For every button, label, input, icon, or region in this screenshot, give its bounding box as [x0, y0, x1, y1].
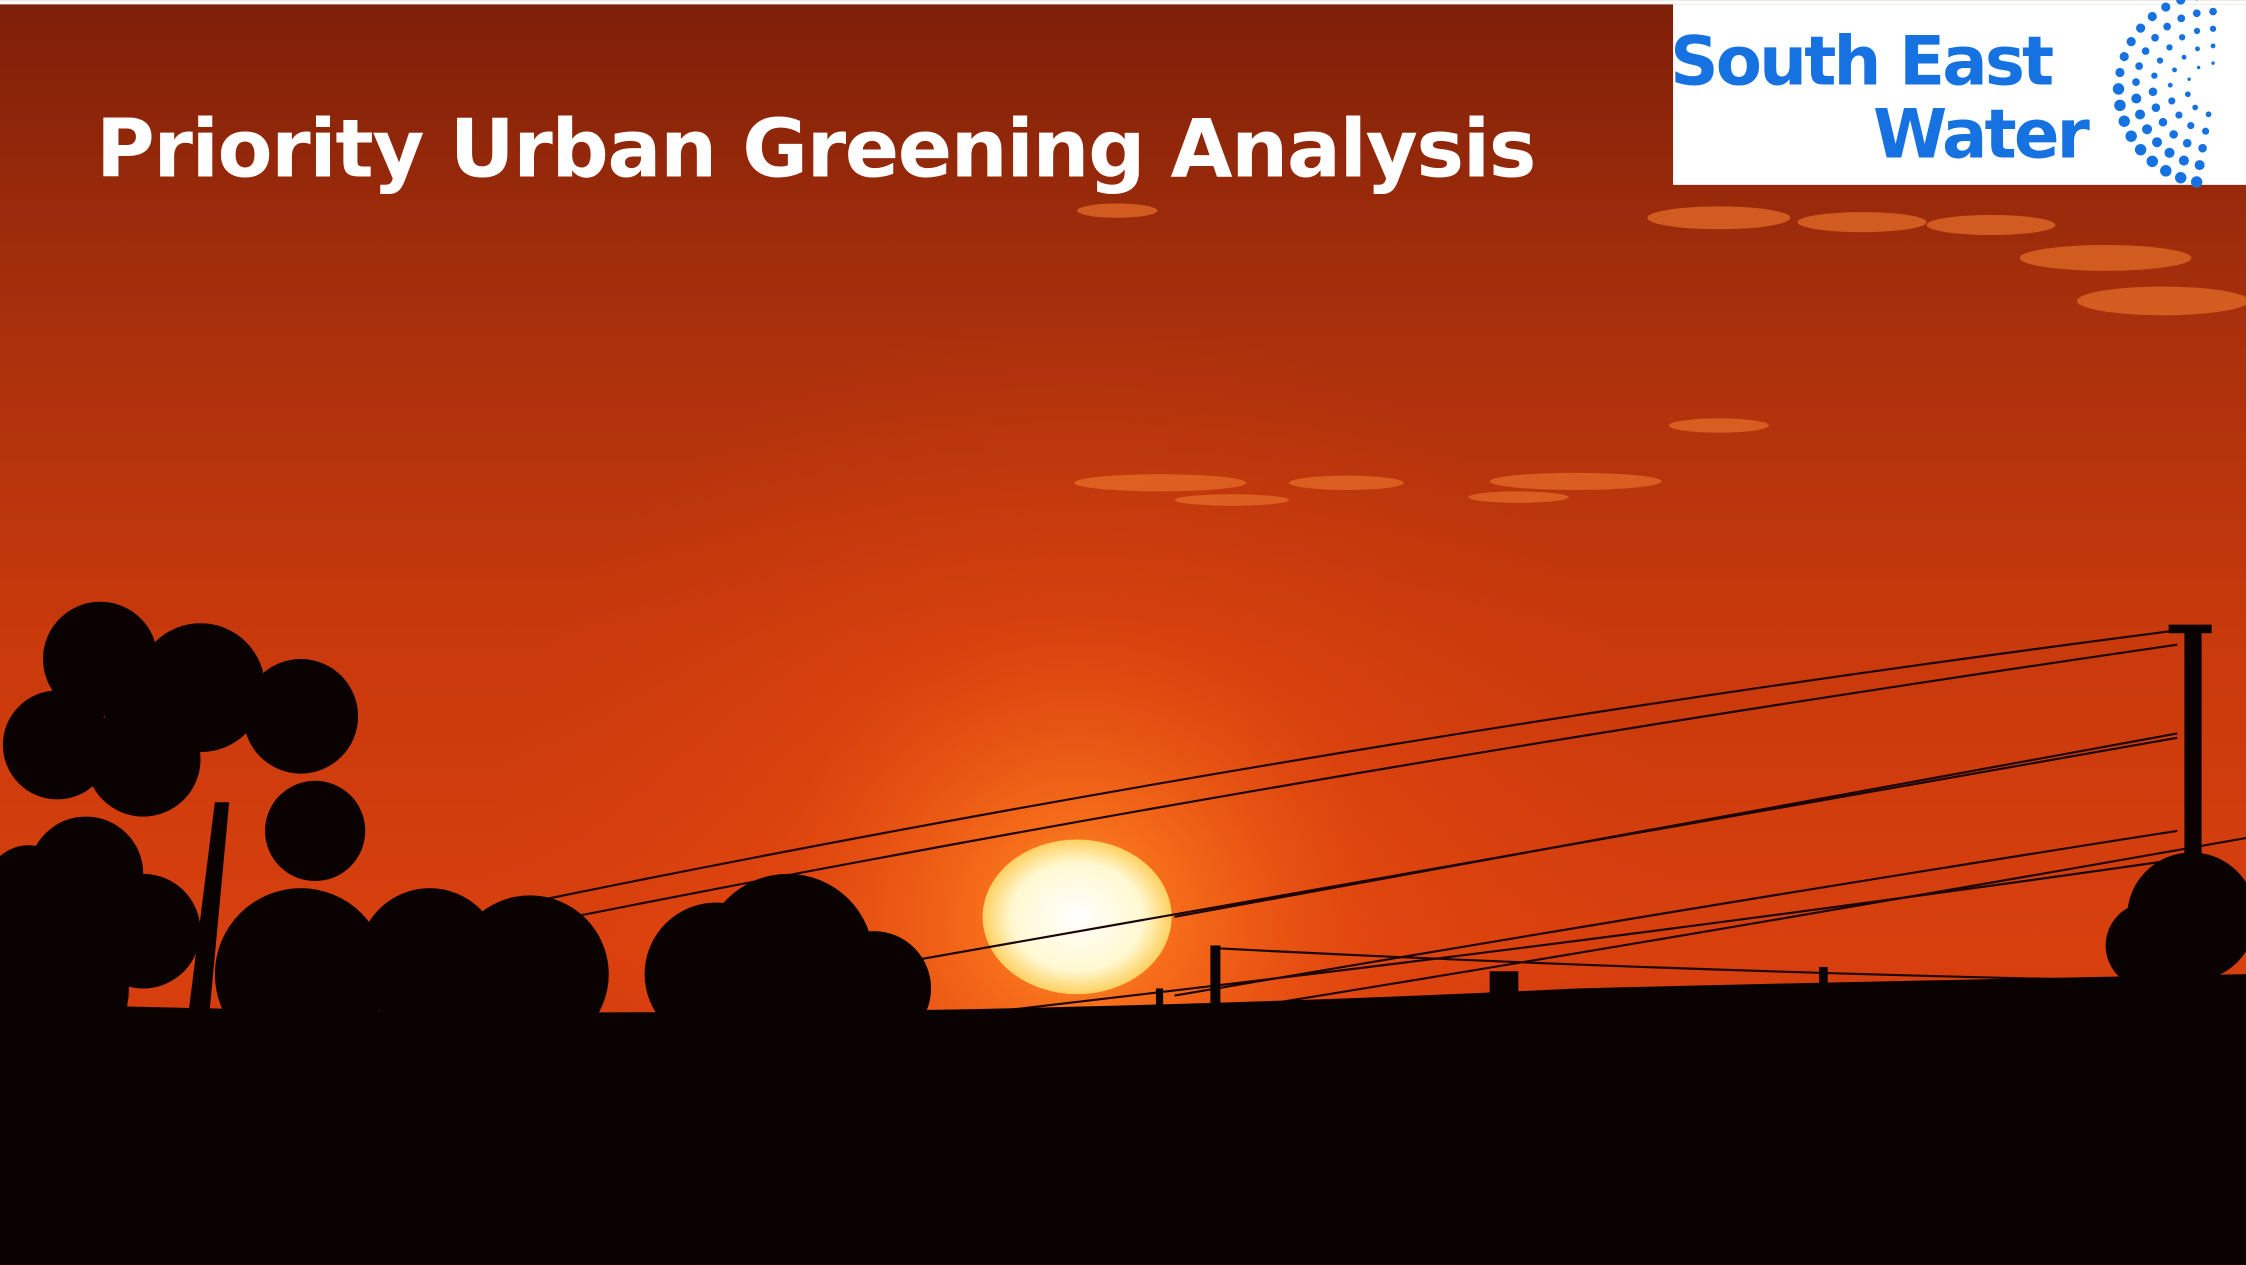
logo-mark-part — [2160, 165, 2171, 176]
background-part-part — [2169, 625, 2212, 634]
background-part-part — [1490, 971, 1519, 1000]
background-part-part — [86, 702, 201, 817]
background-part-part — [1490, 473, 1662, 490]
logo-mark-part — [2168, 97, 2175, 104]
background-part-part — [1175, 494, 1290, 505]
logo-mark-part — [2151, 72, 2157, 78]
logo-mark-part — [2177, 15, 2185, 23]
logo-mark-part — [2187, 78, 2190, 81]
logo-mark-part — [2131, 94, 2141, 104]
logo-mark-part — [2125, 130, 2136, 141]
logo-mark-part — [2142, 47, 2150, 55]
logo-mark-part — [2166, 44, 2172, 50]
logo-mark-part — [2127, 37, 2136, 46]
background-part — [0, 0, 2246, 4]
logo-mark-part — [2179, 156, 2189, 166]
logo-mark-part — [2168, 83, 2173, 88]
background-part-part — [816, 931, 931, 1046]
logo-mark-part — [2210, 26, 2216, 32]
slide: Priority Urban Greening Analysis South E… — [0, 0, 2246, 1265]
logo-mark-part — [2120, 52, 2129, 61]
logo-mark-part — [2198, 144, 2207, 153]
logo-mark-part — [2113, 83, 2124, 94]
logo-mark-part — [2202, 128, 2209, 135]
background-part-part — [2106, 903, 2192, 989]
logo-mark-part — [2157, 57, 2163, 63]
logo-mark-part — [2197, 66, 2200, 69]
background-part-part — [1077, 203, 1157, 217]
logo-mark-part — [2206, 111, 2212, 117]
background-part-part — [1669, 418, 1769, 432]
slide-title: Priority Urban Greening Analysis — [96, 102, 1535, 195]
background-part-part — [244, 659, 359, 774]
logo-mark-part — [2151, 34, 2159, 42]
logo-mark-part — [2164, 148, 2174, 158]
logo-mark-part — [2194, 28, 2200, 34]
logo-mark-part — [2192, 105, 2198, 111]
logo-line-1: South East — [1670, 23, 2053, 101]
logo-mark-part — [2148, 12, 2157, 21]
logo-mark-part — [2149, 87, 2158, 96]
logo-mark-part — [2118, 116, 2129, 127]
logo-mark-part — [2183, 139, 2192, 148]
background-part-part — [265, 781, 365, 881]
background-part-part — [1798, 212, 1927, 232]
background-part-part — [1468, 491, 1568, 502]
logo-mark-part — [2152, 137, 2162, 147]
logo-mark-part — [2211, 43, 2216, 48]
logo-mark-part — [2185, 91, 2191, 97]
logo-mark-part — [2142, 124, 2152, 134]
logo-mark-part — [2211, 61, 2214, 64]
logo-mark-part — [2161, 2, 2170, 11]
background-part-part — [1819, 967, 1828, 996]
page: Priority Urban Greening Analysis South E… — [0, 0, 2246, 1265]
logo-mark-part — [2169, 130, 2178, 139]
background-part-part — [2077, 287, 2246, 316]
logo-mark-part — [2175, 172, 2186, 183]
logo-mark-part — [2179, 34, 2185, 40]
logo-mark-part — [2195, 160, 2205, 170]
logo-mark-part — [2152, 103, 2161, 112]
logo-mark-part — [2135, 109, 2145, 119]
background-part-part — [1074, 474, 1246, 491]
logo-mark-part — [2159, 118, 2168, 127]
background-part-part — [1927, 215, 2056, 235]
logo-mark-part — [2163, 23, 2171, 31]
logo-mark-part — [2114, 100, 2125, 111]
logo-mark-part — [2182, 55, 2187, 60]
background-part-part — [451, 895, 609, 1053]
logo-mark-part — [2187, 122, 2194, 129]
logo-mark-part — [2195, 46, 2200, 51]
logo-mark-part — [2132, 78, 2140, 86]
logo-mark-part — [2136, 24, 2145, 33]
logo: South East Water — [1670, 0, 2246, 188]
logo-line-2: Water — [1873, 96, 2090, 174]
logo-mark-part — [2135, 144, 2146, 155]
logo-mark-part — [2193, 9, 2201, 17]
logo-mark-part — [2147, 156, 2158, 167]
logo-mark-part — [2209, 8, 2217, 16]
background-part-part — [2020, 245, 2192, 271]
background-part-part — [1647, 206, 1790, 229]
background-part — [983, 839, 1172, 994]
logo-mark-part — [2172, 67, 2177, 72]
logo-mark-part — [2115, 68, 2124, 77]
background-part-part — [645, 903, 788, 1046]
background-part-part — [1289, 476, 1404, 490]
logo-mark-part — [2191, 176, 2202, 187]
logo-mark-part — [2135, 62, 2143, 70]
logo-mark-part — [2175, 111, 2182, 118]
